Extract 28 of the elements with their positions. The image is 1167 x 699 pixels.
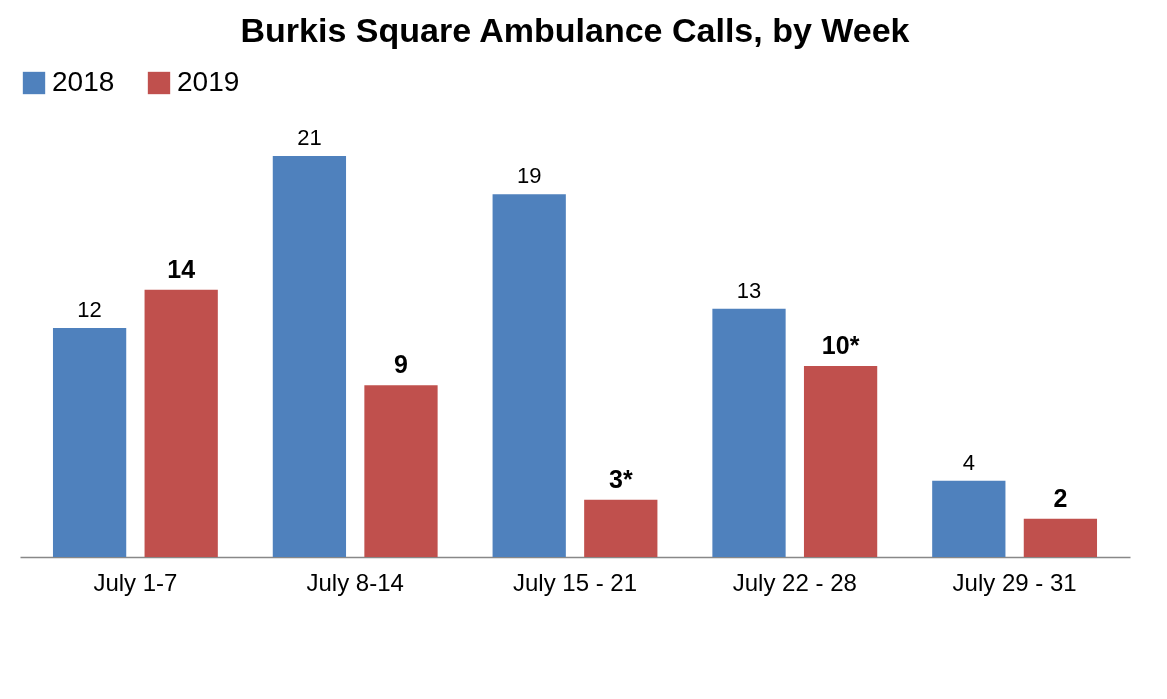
x-tick-label: July 22 - 28 [732,568,857,596]
bar [803,366,878,557]
legend-label: 2018 [52,66,115,97]
x-tick-label: July 1-7 [93,568,178,596]
x-tick-label: July 8-14 [306,568,404,596]
bar [712,308,786,557]
bar [364,385,438,557]
data-label: 21 [297,125,322,151]
bar [492,194,566,557]
bar [1023,518,1098,557]
data-label: 19 [516,163,542,189]
x-tick-label: July 29 - 31 [952,568,1077,596]
data-label: 13 [736,277,762,303]
bar [272,156,347,557]
legend-label: 2019 [177,66,240,97]
data-label: 14 [167,254,196,283]
data-label: 12 [77,296,102,322]
bar [52,327,127,557]
data-label: 3* [608,464,633,493]
bar [584,499,658,557]
x-tick-label: July 15 - 21 [512,568,638,596]
data-label: 10* [821,331,860,360]
data-label: 9 [394,350,408,379]
chart-title: Burkis Square Ambulance Calls, by Week [240,11,910,49]
data-label: 4 [962,449,975,475]
bar [932,480,1006,557]
bar [144,289,218,557]
data-label: 2 [1053,483,1068,512]
